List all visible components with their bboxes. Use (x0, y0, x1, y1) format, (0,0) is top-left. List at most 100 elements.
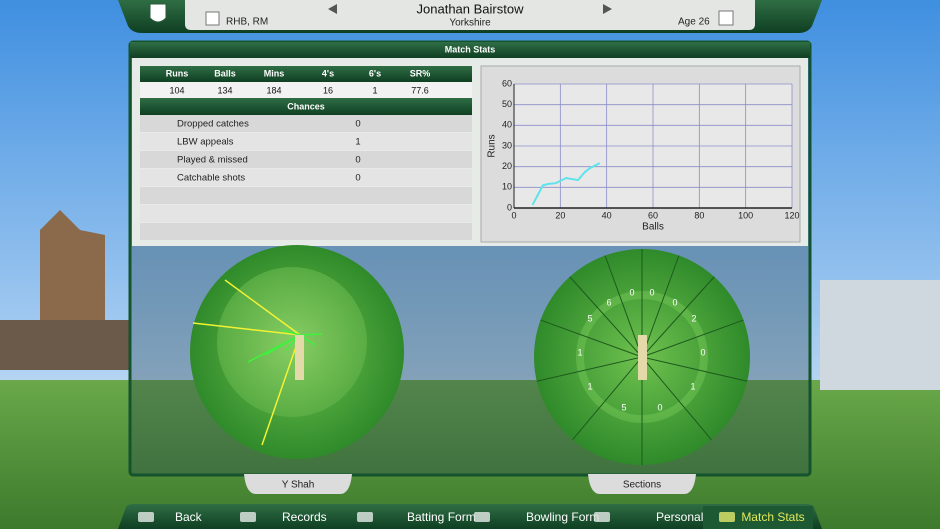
x-tick-label: 20 (555, 210, 565, 220)
section-value: 0 (700, 347, 705, 357)
nav-icon[interactable] (474, 512, 490, 522)
chance-value: 1 (355, 137, 360, 148)
y-tick-label: 20 (502, 161, 512, 171)
section-value: 1 (587, 381, 592, 391)
sections: 0 0 0 2 0 1 0 5 1 1 5 6 (536, 249, 748, 465)
x-tick-label: 60 (648, 210, 658, 220)
section-line (569, 276, 643, 358)
chance-value: 0 (355, 119, 360, 130)
section-line (540, 319, 643, 358)
stats-value: 184 (266, 85, 281, 95)
nav-icon[interactable] (594, 512, 610, 522)
prev-arrow[interactable] (328, 4, 337, 14)
chances-title: Chances (287, 101, 325, 111)
chances-row (140, 169, 472, 186)
section-line (604, 255, 643, 358)
nav-active-bg (703, 506, 813, 529)
stats-value: 1 (372, 85, 377, 95)
team-name: Yorkshire (449, 18, 491, 29)
section-value: 0 (672, 297, 677, 307)
club-crest[interactable] (149, 3, 167, 23)
panel-title: Match Stats (445, 44, 496, 54)
stats-header (140, 66, 472, 82)
nav-item[interactable]: Back (175, 510, 203, 524)
stand (820, 280, 940, 390)
section-line (641, 276, 715, 358)
y-tick-label: 40 (502, 120, 512, 130)
player-name: Jonathan Bairstow (417, 1, 525, 16)
chances-row (140, 187, 472, 204)
nav-item[interactable]: Match Stats (741, 510, 804, 524)
stats-column: Balls (214, 68, 236, 78)
inner-circle (217, 267, 367, 417)
tower (40, 210, 105, 330)
chance-value: 0 (355, 173, 360, 184)
pitch (638, 335, 647, 380)
tab-right[interactable] (588, 474, 696, 494)
nav-item[interactable]: Bowling Form (526, 510, 599, 524)
chances-row (140, 133, 472, 150)
stats-value: 134 (217, 85, 232, 95)
x-tick-label: 80 (694, 210, 704, 220)
tab-label[interactable]: Sections (623, 480, 661, 491)
edit-icon[interactable] (718, 10, 734, 26)
section-line (641, 356, 712, 441)
section-value: 0 (629, 287, 634, 297)
x-tick-label: 120 (784, 210, 799, 220)
section-value: 0 (649, 287, 654, 297)
nav-icon[interactable] (719, 512, 735, 522)
y-tick-label: 60 (502, 78, 512, 88)
shot-line (261, 334, 301, 446)
chance-label: Dropped catches (177, 119, 249, 130)
x-axis-label: Balls (642, 222, 664, 233)
y-tick-label: 30 (502, 140, 512, 150)
worm-chart: 0 10 20 30 40 50 60 0 20 40 60 80 100 120 Balls Runs (487, 78, 800, 232)
section-value: 1 (577, 347, 582, 357)
section-line (641, 255, 680, 358)
y-tick-label: 50 (502, 99, 512, 109)
y-axis-label: Runs (487, 134, 498, 157)
chance-label: Catchable shots (177, 173, 245, 184)
stats-column: 4's (322, 68, 334, 78)
style-icon (205, 11, 220, 26)
batting-style: RHB, RM (226, 17, 268, 28)
stats-row (140, 82, 472, 98)
chances-header (140, 98, 472, 115)
tab-left[interactable] (244, 474, 352, 494)
nav-item[interactable]: Personal (656, 510, 703, 524)
section-value: 2 (691, 313, 696, 323)
nav-icon[interactable] (357, 512, 373, 522)
chances-row (140, 115, 472, 132)
pavilion (0, 320, 130, 370)
stats-column: Mins (264, 68, 285, 78)
shot-line (247, 334, 301, 363)
nav-icon[interactable] (138, 512, 154, 522)
shot-line (192, 322, 301, 336)
stats-value: 104 (169, 85, 184, 95)
section-value: 5 (621, 402, 626, 412)
nav-icon[interactable] (240, 512, 256, 522)
x-tick-label: 100 (738, 210, 753, 220)
next-arrow[interactable] (603, 4, 612, 14)
y-tick-label: 10 (502, 182, 512, 192)
x-tick-label: 40 (602, 210, 612, 220)
stats-column: SR% (410, 68, 431, 78)
nav-bar (118, 504, 822, 529)
x-tick-label: 0 (511, 210, 516, 220)
chance-value: 0 (355, 155, 360, 166)
nav: Back Records Batting Form Bowling Form Perso… (138, 510, 805, 524)
stats-value: 16 (323, 85, 333, 95)
tab-label[interactable]: Y Shah (282, 480, 315, 491)
shot-line (299, 333, 323, 336)
stats-value: 77.6 (411, 85, 429, 95)
y-tick-label: 0 (507, 202, 512, 212)
nav-item[interactable]: Records (282, 510, 327, 524)
nav-item[interactable]: Batting Form (407, 510, 476, 524)
chances-row (140, 223, 472, 240)
section-value: 6 (606, 297, 611, 307)
stats-column: Runs (166, 68, 189, 78)
shot-lines (192, 279, 323, 446)
chance-label: Played & missed (177, 155, 248, 166)
